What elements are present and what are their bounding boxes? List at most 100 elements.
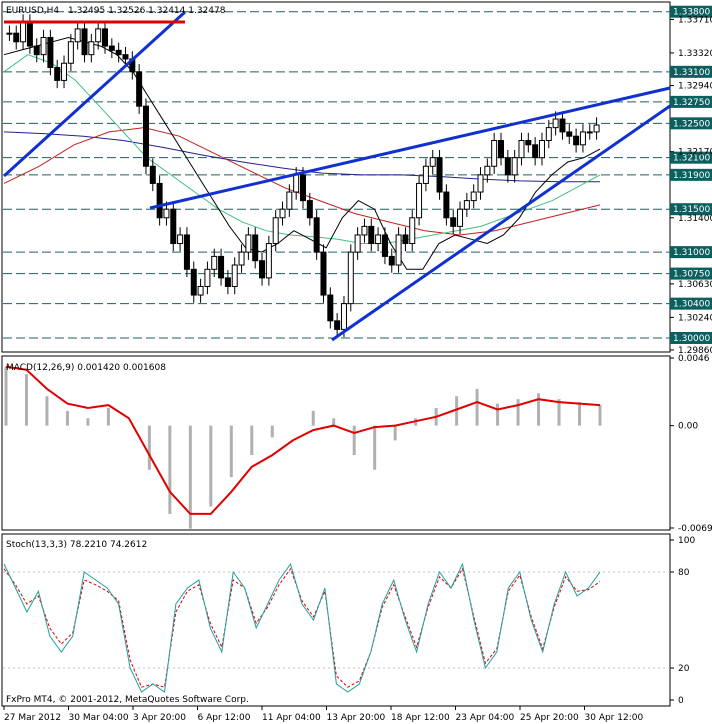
candle-body bbox=[81, 28, 88, 56]
candle-body bbox=[416, 182, 423, 219]
level-price-label: 1.33100 bbox=[673, 68, 710, 78]
candle-body bbox=[190, 268, 197, 296]
level-price-label: 1.31900 bbox=[673, 171, 710, 181]
candle-body bbox=[388, 255, 395, 266]
macd-axis-label: -0.00696 bbox=[678, 524, 712, 534]
candle-body bbox=[484, 165, 491, 176]
time-axis-label: 18 Apr 12:00 bbox=[391, 713, 450, 723]
candle-body bbox=[252, 234, 259, 262]
candle-body bbox=[163, 208, 170, 219]
trendline-lower-channel bbox=[331, 104, 671, 342]
candle-body bbox=[74, 28, 81, 43]
time-axis-label: 3 Apr 20:00 bbox=[133, 713, 186, 723]
candle-body bbox=[279, 208, 286, 219]
candle-body bbox=[149, 165, 156, 184]
candle-body bbox=[409, 217, 416, 245]
candle-body bbox=[20, 21, 27, 43]
candle-body bbox=[552, 118, 559, 129]
moving-average-green bbox=[3, 54, 601, 244]
candle-body bbox=[470, 191, 477, 202]
candle-body bbox=[450, 217, 457, 227]
level-price-tag bbox=[670, 95, 712, 108]
candle-body bbox=[170, 208, 177, 245]
stoch-layer: 100 80 20 0 bbox=[3, 536, 695, 706]
level-price-label: 1.32100 bbox=[673, 154, 710, 164]
price-axis-label: 1.32940 bbox=[678, 82, 712, 92]
time-axis-label: 6 Apr 12:00 bbox=[198, 713, 251, 723]
price-axis-label: 1.30630 bbox=[678, 280, 712, 290]
price-axis-label: 1.33710 bbox=[678, 15, 712, 25]
price-axis-label: 1.31400 bbox=[678, 214, 712, 224]
candle-body bbox=[122, 54, 129, 60]
candle-body bbox=[586, 131, 593, 134]
level-price-label: 1.31000 bbox=[673, 248, 710, 258]
stoch-axis-label: 20 bbox=[678, 664, 690, 674]
candle-body bbox=[259, 260, 266, 279]
macd-title: MACD(12,26,9) 0.001420 0.001608 bbox=[6, 363, 166, 373]
price-axis-label: 1.30240 bbox=[678, 313, 712, 323]
candle-body bbox=[559, 118, 566, 133]
candle-body bbox=[245, 234, 252, 253]
candle-body bbox=[334, 320, 341, 330]
candle-body bbox=[272, 217, 279, 245]
candle-body bbox=[88, 41, 95, 56]
moving-average-fast bbox=[3, 36, 601, 270]
stoch-axis-label: 80 bbox=[678, 568, 690, 578]
axis-layer: 27 Mar 2012 30 Mar 04:00 3 Apr 20:00 6 Apr … bbox=[3, 706, 643, 723]
candle-body bbox=[368, 225, 375, 245]
level-price-tag bbox=[670, 117, 712, 130]
symbol-label: EURUSD,H4 bbox=[6, 6, 59, 16]
candle-body bbox=[361, 225, 368, 236]
candle-body bbox=[429, 157, 436, 167]
level-price-tag bbox=[670, 65, 712, 78]
trendline-upper-channel bbox=[149, 86, 671, 210]
candle-body bbox=[183, 234, 190, 270]
candle-body bbox=[498, 140, 504, 159]
level-price-tag bbox=[670, 203, 712, 216]
candle-body bbox=[211, 255, 218, 270]
level-price-tag bbox=[670, 267, 712, 280]
candle-body bbox=[300, 174, 306, 202]
candle-body bbox=[511, 157, 518, 176]
candle-body bbox=[265, 243, 272, 279]
copyright-label: FxPro MT4, © 2001-2012, MetaQuotes Softw… bbox=[6, 695, 249, 705]
candle-body bbox=[40, 36, 47, 56]
candle-body bbox=[313, 217, 320, 253]
candle-body bbox=[26, 21, 33, 47]
candle-body bbox=[443, 191, 450, 219]
time-axis-label: 27 Mar 2012 bbox=[4, 713, 61, 723]
candle-body bbox=[457, 208, 464, 227]
candle-body bbox=[238, 251, 245, 266]
candle-body bbox=[47, 36, 54, 69]
ohlc-label: 1.32495 1.32526 1.32414 1.32478 bbox=[68, 6, 226, 16]
price-axis-label: 1.32170 bbox=[678, 148, 712, 158]
candle-body bbox=[532, 144, 539, 159]
price-panel[interactable] bbox=[1, 1, 671, 353]
candle-body bbox=[67, 41, 74, 64]
candle-body bbox=[6, 32, 13, 35]
level-price-label: 1.30750 bbox=[673, 270, 710, 280]
candle-body bbox=[224, 277, 231, 287]
candle-body bbox=[136, 71, 143, 107]
candle-body bbox=[422, 165, 429, 184]
candle-body bbox=[54, 67, 61, 81]
price-layer: 1.33800 1.33100 1.32750 1.32500 1.32100 1.319… bbox=[2, 5, 712, 356]
level-price-label: 1.32500 bbox=[673, 119, 710, 129]
candle-body bbox=[340, 303, 347, 330]
candle-body bbox=[33, 45, 40, 56]
price-axis-label: 1.29860 bbox=[678, 346, 712, 356]
macd-axis-label: 0.00 bbox=[678, 422, 698, 432]
candle-body bbox=[573, 135, 580, 146]
candle-body bbox=[293, 174, 300, 193]
level-price-tag bbox=[670, 151, 712, 164]
stoch-axis-label: 0 bbox=[678, 696, 684, 706]
time-axis-label: 30 Mar 04:00 bbox=[69, 713, 129, 723]
macd-panel[interactable] bbox=[1, 355, 671, 531]
candle-body bbox=[95, 28, 102, 43]
trendline-early bbox=[2, 10, 187, 178]
candle-body bbox=[156, 182, 163, 219]
level-price-label: 1.31500 bbox=[673, 205, 710, 215]
candle-body bbox=[545, 127, 552, 142]
candle-body bbox=[108, 45, 115, 51]
